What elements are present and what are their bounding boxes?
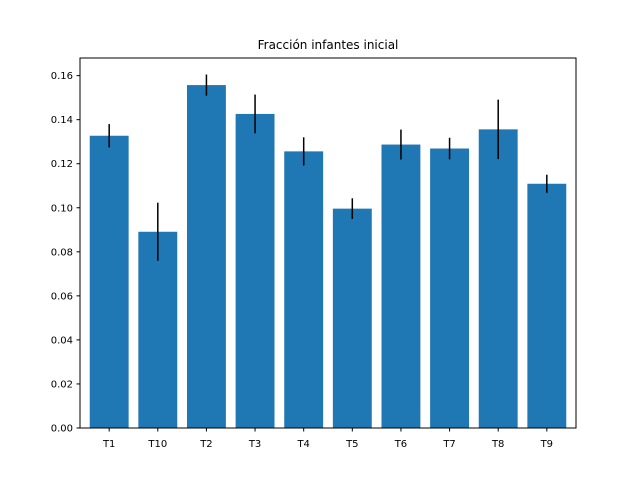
x-tick-label: T5 [345, 439, 358, 450]
y-tick-label: 0.10 [51, 203, 73, 214]
y-tick-label: 0.16 [51, 71, 73, 82]
y-tick-label: 0.02 [51, 379, 73, 390]
bar-t8 [478, 129, 518, 429]
x-tick-label: T3 [248, 439, 261, 450]
y-tick-label: 0.00 [51, 424, 73, 435]
x-tick-label: T2 [199, 439, 212, 450]
y-axis: 0.00 0.02 0.04 0.06 0.08 0.10 0.12 0.14 0.16 [51, 71, 80, 435]
x-axis: T1 T10 T2 T3 T4 T5 T6 T7 T8 T9 [102, 428, 553, 450]
chart-title: Fracción infantes inicial [258, 38, 399, 52]
bar-t6 [381, 144, 421, 429]
x-tick-label: T4 [296, 439, 309, 450]
bar-t5 [332, 208, 372, 428]
x-tick-label: T1 [102, 439, 115, 450]
plot-area [89, 74, 567, 429]
y-tick-label: 0.08 [51, 247, 73, 258]
y-tick-label: 0.12 [51, 159, 73, 170]
x-tick-label: T7 [442, 439, 455, 450]
bar-t3 [235, 113, 275, 428]
y-tick-label: 0.04 [51, 335, 73, 346]
y-tick-label: 0.14 [51, 115, 73, 126]
y-tick-label: 0.06 [51, 291, 73, 302]
bar-t2 [186, 85, 226, 428]
x-tick-label: T9 [540, 439, 553, 450]
x-tick-label: T6 [394, 439, 407, 450]
bar-t9 [527, 183, 567, 428]
bar-t1 [89, 135, 129, 429]
bar-t4 [284, 151, 324, 428]
x-tick-label: T10 [147, 439, 167, 450]
bar-t10 [138, 231, 178, 428]
bar-t7 [430, 148, 470, 428]
axes-frame [79, 57, 577, 429]
x-tick-label: T8 [491, 439, 504, 450]
